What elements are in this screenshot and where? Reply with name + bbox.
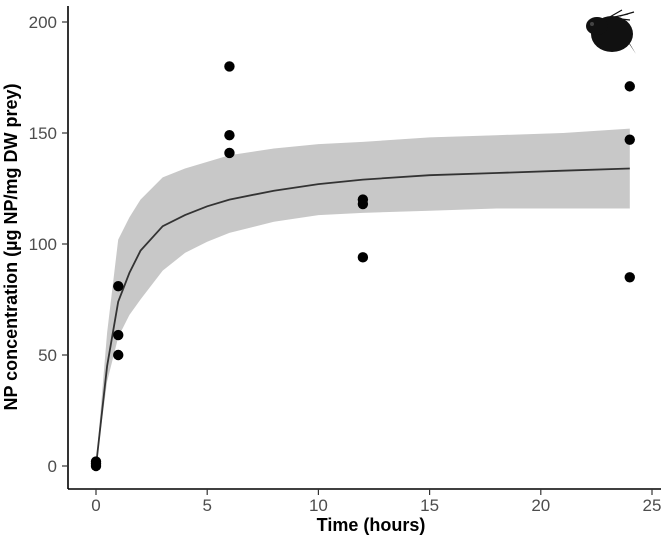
y-tick-label: 50 xyxy=(38,346,57,365)
confidence-band-layer xyxy=(96,128,630,466)
confidence-band xyxy=(96,128,630,466)
ticks-layer: 0 5 10 15 20 25 0 50 100 150 200 xyxy=(29,13,661,515)
fit-line xyxy=(95,167,630,467)
x-tick-label: 20 xyxy=(531,496,550,515)
x-tick-label: 25 xyxy=(643,496,661,515)
data-point xyxy=(624,272,635,283)
x-tick-label: 0 xyxy=(91,496,100,515)
x-axis-title: Time (hours) xyxy=(317,515,426,535)
data-point xyxy=(224,147,235,159)
y-tick-label: 0 xyxy=(48,457,57,476)
y-tick-label: 200 xyxy=(29,13,57,32)
y-tick-label: 100 xyxy=(29,235,57,254)
data-point xyxy=(624,81,635,92)
data-point xyxy=(357,194,369,205)
data-point xyxy=(113,329,124,341)
data-points-layer xyxy=(90,61,635,472)
axes-layer xyxy=(67,6,661,490)
data-point xyxy=(224,130,235,141)
y-axis-title: NP concentration (µg NP/mg DW prey) xyxy=(1,83,21,410)
x-tick-label: 5 xyxy=(202,496,211,515)
data-point xyxy=(113,349,124,361)
data-point xyxy=(224,61,235,72)
data-point xyxy=(113,280,124,292)
data-point xyxy=(90,456,102,467)
y-tick-label: 150 xyxy=(29,124,57,143)
daphnia-icon xyxy=(586,9,636,54)
fit-line-layer xyxy=(95,167,630,467)
data-point xyxy=(624,134,635,145)
data-point xyxy=(357,252,369,263)
x-tick-label: 15 xyxy=(420,496,439,515)
x-tick-label: 10 xyxy=(309,496,328,515)
